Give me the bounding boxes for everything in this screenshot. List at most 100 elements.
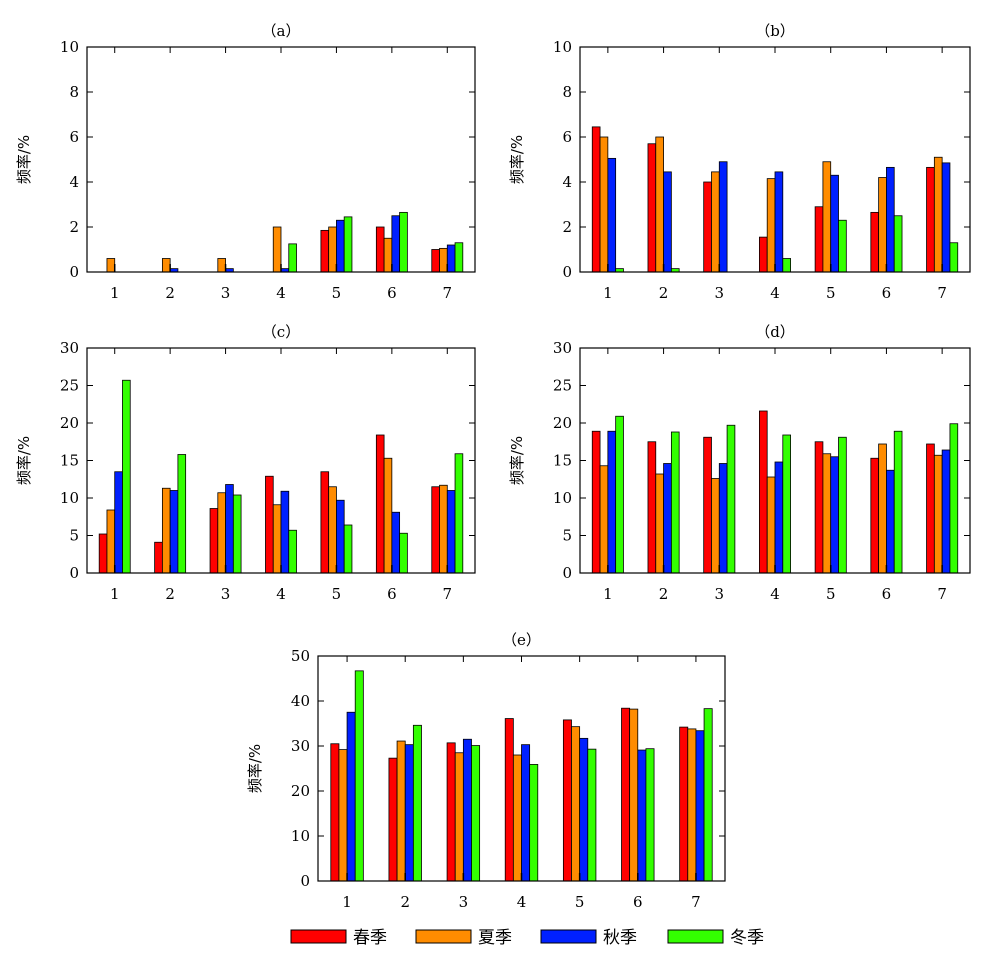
bar [647,143,657,273]
bar [695,730,705,882]
bar [225,484,234,574]
y-tick-label: 10 [291,827,310,845]
legend-item: 春季 [290,928,387,948]
bar [412,724,422,882]
y-axis-title: 频率/% [246,744,264,793]
y-tick-label: 10 [60,489,79,507]
y-tick-label: 4 [562,173,572,191]
y-tick-label: 5 [69,527,79,545]
bar [571,726,581,882]
bar [703,436,712,574]
bar [383,237,393,273]
x-tick-label: 6 [633,893,643,911]
bar [941,449,951,574]
y-tick-label: 15 [553,452,572,470]
y-axis-title: 频率/% [508,135,526,184]
bar [446,244,456,273]
bar [838,436,847,574]
y-tick-label: 2 [69,218,79,236]
bar [431,249,440,273]
chart-panel-d: （d） 频率/% 0 5 10 15 20 25 30 1 2 3 4 5 6 7 [508,323,971,603]
bar [782,258,791,273]
y-axis-title: 频率/% [508,436,526,485]
panel-title: （e） [502,631,541,649]
panel-title: （d） [755,323,795,341]
bar [870,457,880,574]
x-tick-label: 7 [937,284,947,302]
x-tick-label: 3 [221,585,231,603]
y-tick-label: 20 [553,414,572,432]
x-tick-label: 7 [937,585,947,603]
y-tick-label: 5 [562,527,572,545]
bar [679,726,689,882]
bar [454,453,464,574]
x-tick-label: 5 [826,585,836,603]
bar [591,430,601,574]
bar [607,157,617,273]
x-tick-label: 5 [332,585,342,603]
x-tick-label: 4 [276,585,286,603]
bar [774,171,784,273]
bar [232,494,242,574]
x-tick-label: 6 [387,284,397,302]
bar [388,757,398,882]
bar [383,457,393,574]
bar [629,708,639,882]
x-tick-label: 1 [603,284,613,302]
bar [711,171,720,273]
bar [893,215,903,273]
bar [711,478,720,574]
bar [933,156,943,273]
bar [98,533,108,574]
x-tick-label: 7 [691,893,701,911]
bar [288,243,297,273]
bar [512,754,522,882]
x-tick-label: 2 [400,893,410,911]
bar [599,136,609,273]
plot-frame [579,347,971,574]
y-tick-label: 0 [69,564,79,582]
bar [336,219,345,273]
x-tick-label: 2 [659,284,669,302]
bar [471,745,481,882]
x-tick-label: 4 [276,284,286,302]
x-tick-label: 5 [575,893,585,911]
bar [217,492,226,574]
bar [886,166,895,273]
bar [814,206,824,273]
bar [655,136,664,273]
x-tick-label: 4 [517,893,527,911]
y-tick-label: 2 [562,218,572,236]
bar [774,461,784,574]
bar [343,216,353,273]
x-tick-label: 6 [882,284,892,302]
y-tick-label: 10 [60,38,79,56]
bar [161,487,171,574]
plot-frame [579,46,971,273]
plot-frame [86,46,476,273]
y-tick-label: 10 [553,489,572,507]
bar [759,410,768,574]
bar [431,486,440,574]
bar [346,711,356,882]
legend-item: 秋季 [540,928,637,948]
bar [814,441,824,574]
y-tick-label: 20 [291,782,310,800]
bar [404,744,414,882]
bar [893,430,903,574]
legend-swatch [540,929,597,944]
bar [439,484,448,574]
bar [878,443,887,574]
bar [154,541,163,574]
bar [343,524,353,574]
bar [655,473,664,574]
bar [941,162,951,273]
bar [391,215,401,273]
y-tick-label: 25 [60,377,79,395]
bar [663,171,672,273]
bar [454,242,464,273]
bar [399,211,408,273]
bar [766,178,776,273]
